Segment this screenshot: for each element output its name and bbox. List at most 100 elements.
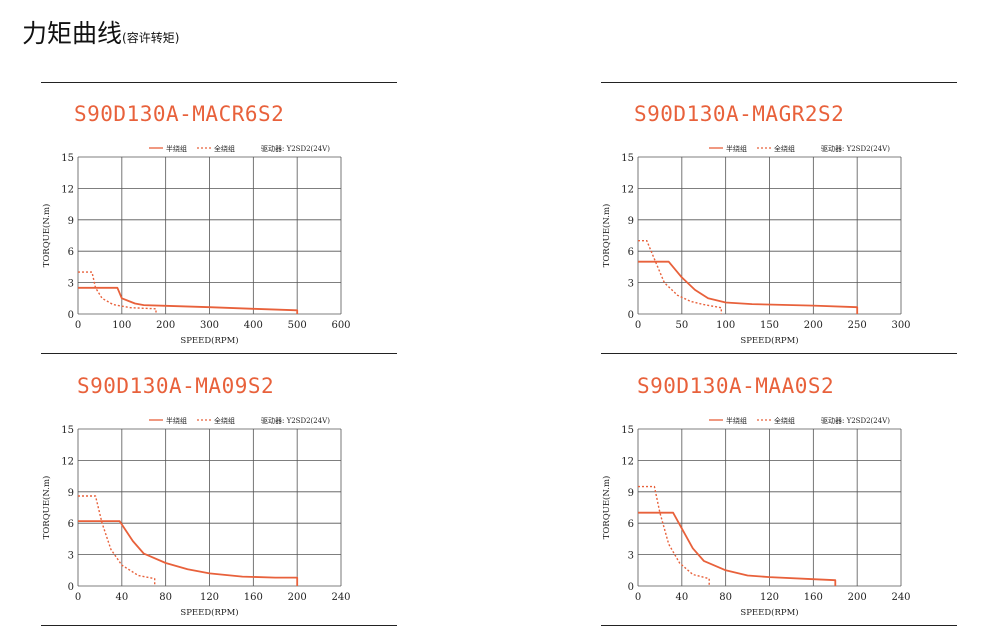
model-title: S90D130A-MAA0S2 [637,374,835,398]
chart-panel-2: S90D130A-MAGR2S2 0 50 100 150 200 250 300 0 3 6 9 1… [601,82,957,354]
x-tick-label: 240 [891,592,910,603]
y-tick-label: 6 [628,247,634,258]
series-line-half-winding [638,260,859,314]
series-line-half-winding [78,286,299,314]
driver-label: 驱动器: Y2SD2(24V) [261,416,330,425]
chart-panel-4: S90D130A-MAA0S2 0 40 80 120 160 200 240 0 3 6 9 12 1… [601,354,957,626]
x-tick-label: 0 [635,592,641,603]
y-tick-label: 0 [68,310,74,321]
x-tick-label: 200 [804,320,823,331]
y-tick-label: 3 [68,551,74,562]
x-tick-label: 200 [288,592,307,603]
model-title: S90D130A-MAGR2S2 [634,102,845,126]
x-axis-label: SPEED(RPM) [740,607,798,618]
divider-bottom [601,625,957,626]
y-tick-label: 6 [68,247,74,258]
x-tick-label: 0 [75,592,81,603]
x-tick-label: 300 [891,320,910,331]
y-tick-label: 12 [621,456,634,467]
x-tick-label: 400 [244,320,263,331]
series-line-full-winding [78,271,157,314]
series-line-half-winding [638,511,837,586]
y-axis-label: TORQUE(N.m) [41,204,52,268]
y-tick-label: 3 [628,551,634,562]
x-tick-label: 0 [75,320,81,331]
legend-label: 半绕组 [166,144,187,153]
page-title: 力矩曲线(容许转矩) [22,14,179,50]
x-tick-label: 40 [115,592,128,603]
chart-panel-1: S90D130A-MACR6S2 0 100 200 300 400 500 600 0 3 6 9… [41,82,397,354]
legend-label: 全绕组 [214,144,235,153]
model-title: S90D130A-MA09S2 [77,374,275,398]
x-tick-label: 120 [200,592,219,603]
y-tick-label: 9 [628,216,634,227]
x-axis-label: SPEED(RPM) [180,607,238,618]
driver-label: 驱动器: Y2SD2(24V) [821,144,890,153]
torque-chart-2: 0 50 100 150 200 250 300 0 3 6 9 12 15 SPEED(RPM) TORQ… [601,144,911,346]
x-tick-label: 80 [159,592,172,603]
divider-top [601,82,957,83]
legend-label: 半绕组 [726,416,747,425]
y-tick-label: 9 [628,488,634,499]
divider-top [41,82,397,83]
y-tick-label: 0 [628,310,634,321]
y-tick-label: 0 [68,582,74,593]
y-tick-label: 6 [68,519,74,530]
y-tick-label: 15 [61,153,74,164]
y-axis-label: TORQUE(N.m) [41,476,52,540]
y-tick-label: 3 [628,279,634,290]
x-tick-label: 600 [331,320,350,331]
y-tick-label: 9 [68,216,74,227]
page-title-subtitle: (容许转矩) [122,31,180,45]
x-tick-label: 160 [244,592,263,603]
x-tick-label: 100 [716,320,735,331]
driver-label: 驱动器: Y2SD2(24V) [821,416,890,425]
legend-label: 半绕组 [726,144,747,153]
legend-label: 全绕组 [774,416,795,425]
x-tick-label: 40 [675,592,688,603]
series-line-full-winding [638,485,710,586]
x-tick-label: 150 [760,320,779,331]
torque-chart-4: 0 40 80 120 160 200 240 0 3 6 9 12 15 SPEED(RPM) TORQU… [601,416,911,618]
x-axis-label: SPEED(RPM) [740,335,798,346]
x-tick-label: 250 [848,320,867,331]
driver-label: 驱动器: Y2SD2(24V) [261,144,330,153]
x-tick-label: 0 [635,320,641,331]
y-tick-label: 6 [628,519,634,530]
y-tick-label: 12 [621,184,634,195]
legend-label: 半绕组 [166,416,187,425]
legend-label: 全绕组 [774,144,795,153]
y-tick-label: 0 [628,582,634,593]
model-title: S90D130A-MACR6S2 [74,102,285,126]
torque-chart-3: 0 40 80 120 160 200 240 0 3 6 9 12 15 SPEED(RPM) TORQU… [41,416,351,618]
legend-label: 全绕组 [214,416,235,425]
x-tick-label: 200 [848,592,867,603]
page-title-main: 力矩曲线 [22,19,123,48]
y-tick-label: 12 [61,456,74,467]
y-tick-label: 15 [621,153,634,164]
x-tick-label: 240 [331,592,350,603]
y-tick-label: 3 [68,279,74,290]
x-tick-label: 300 [200,320,219,331]
y-axis-label: TORQUE(N.m) [601,204,612,268]
divider-bottom [41,625,397,626]
y-tick-label: 15 [621,425,634,436]
x-tick-label: 160 [804,592,823,603]
x-tick-label: 500 [288,320,307,331]
y-tick-label: 9 [68,488,74,499]
y-tick-label: 15 [61,425,74,436]
x-tick-label: 200 [156,320,175,331]
y-axis-label: TORQUE(N.m) [601,476,612,540]
x-tick-label: 120 [760,592,779,603]
x-axis-label: SPEED(RPM) [180,335,238,346]
x-tick-label: 50 [675,320,688,331]
x-tick-label: 100 [112,320,131,331]
series-line-half-winding [78,520,299,586]
x-tick-label: 80 [719,592,732,603]
series-line-full-winding [78,495,156,586]
y-tick-label: 12 [61,184,74,195]
chart-panel-3: S90D130A-MA09S2 0 40 80 120 160 200 240 0 3 6 9 12 1… [41,354,397,626]
divider-bottom [41,353,397,354]
series-line-full-winding [638,239,723,314]
divider-bottom [601,353,957,354]
